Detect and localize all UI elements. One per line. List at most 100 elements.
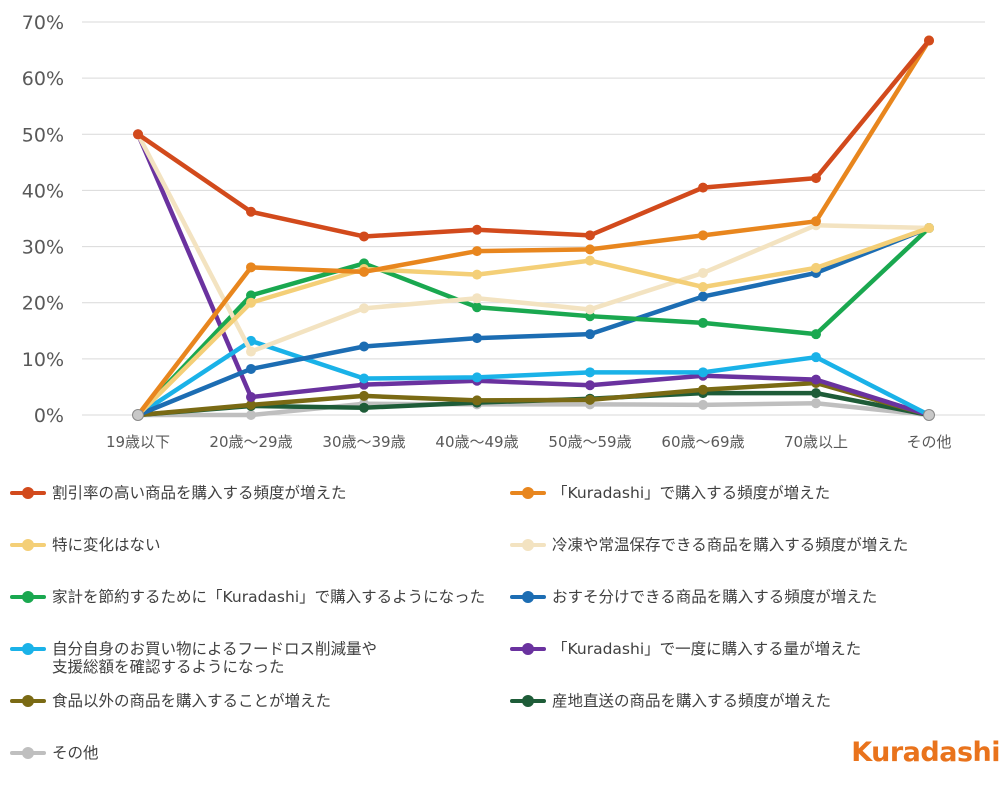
legend-label: おすそ分けできる商品を購入する頻度が増えた: [552, 588, 878, 606]
x-tick-label: 30歳～39歳: [322, 433, 405, 451]
legend-swatch: [8, 590, 48, 604]
data-point: [133, 129, 143, 140]
x-tick-label: 40歳～49歳: [435, 433, 518, 451]
data-point: [246, 392, 256, 403]
data-point: [472, 293, 482, 304]
data-point: [811, 173, 821, 184]
data-point: [132, 409, 144, 421]
data-point: [359, 266, 369, 277]
data-point: [585, 304, 595, 315]
legend-label: 「Kuradashi」で一度に購入する量が増えた: [552, 640, 862, 658]
legend-label: その他: [52, 744, 99, 762]
data-point: [698, 281, 708, 292]
y-tick-label: 30%: [22, 237, 64, 259]
data-point: [924, 223, 934, 234]
data-point: [811, 329, 821, 340]
data-point: [585, 244, 595, 255]
series-path: [135, 132, 932, 354]
data-point: [246, 290, 256, 301]
y-tick-label: 70%: [22, 12, 64, 34]
legend-item: 自分自身のお買い物によるフードロス削減量や 支援総額を確認するようになった: [8, 640, 377, 676]
legend-label: 産地直送の商品を購入する頻度が増えた: [552, 692, 832, 710]
legend-label: 自分自身のお買い物によるフードロス削減量や 支援総額を確認するようになった: [52, 640, 378, 676]
series-line: [133, 129, 934, 357]
legend-label: 割引率の高い商品を購入する頻度が増えた: [52, 484, 347, 502]
data-point: [698, 267, 708, 278]
series-path: [135, 225, 932, 418]
x-tick-label: その他: [906, 433, 951, 451]
y-tick-label: 20%: [22, 293, 64, 315]
x-tick-label: 50歳～59歳: [548, 433, 631, 451]
legend-item: 割引率の高い商品を購入する頻度が増えた: [8, 484, 347, 502]
legend-swatch: [508, 642, 548, 656]
data-point: [698, 291, 708, 302]
x-tick-label: 19歳以下: [106, 433, 170, 451]
data-point: [923, 409, 935, 421]
data-point: [359, 341, 369, 352]
x-tick-label: 60歳～69歳: [661, 433, 744, 451]
data-point: [698, 182, 708, 193]
data-point: [698, 367, 708, 378]
data-point: [359, 303, 369, 314]
data-point: [811, 398, 821, 409]
legend-label: 「Kuradashi」で購入する頻度が増えた: [552, 484, 831, 502]
data-point: [246, 346, 256, 357]
y-tick-label: 60%: [22, 68, 64, 90]
legend-item: 「Kuradashi」で一度に購入する量が増えた: [508, 640, 861, 658]
legend-swatch: [8, 746, 48, 760]
data-point: [811, 388, 821, 399]
series-lines: [132, 35, 935, 421]
data-point: [472, 372, 482, 383]
x-tick-label: 70歳以上: [784, 433, 848, 451]
data-point: [585, 367, 595, 378]
series-path: [135, 380, 932, 418]
kuradashi-logo: Kuradashi: [851, 737, 1000, 768]
data-point: [811, 352, 821, 363]
legend-item: 産地直送の商品を購入する頻度が増えた: [508, 692, 831, 710]
legend-item: 食品以外の商品を購入することが増えた: [8, 692, 331, 710]
data-point: [585, 394, 595, 405]
data-point: [359, 390, 369, 401]
legend-label: 食品以外の商品を購入することが増えた: [52, 692, 332, 710]
data-point: [698, 317, 708, 328]
data-point: [585, 230, 595, 241]
legend-swatch: [508, 486, 548, 500]
data-point: [811, 262, 821, 273]
series-path: [135, 38, 932, 418]
data-point: [811, 374, 821, 385]
data-point: [698, 399, 708, 410]
y-tick-label: 50%: [22, 124, 64, 146]
series-path: [135, 132, 932, 418]
legend-swatch: [508, 590, 548, 604]
data-point: [472, 269, 482, 280]
y-tick-label: 40%: [22, 180, 64, 202]
data-point: [246, 399, 256, 410]
data-point: [811, 216, 821, 227]
legend: 割引率の高い商品を購入する頻度が増えた 「Kuradashi」で購入する頻度が増え…: [0, 470, 1004, 770]
series-path: [135, 225, 932, 418]
series-path: [135, 225, 932, 418]
data-point: [472, 224, 482, 235]
series-path: [135, 400, 932, 418]
data-point: [472, 302, 482, 313]
x-axis-ticks: 19歳以下 20歳～29歳 30歳～39歳 40歳～49歳 50歳～59歳 60歳～69歳…: [106, 433, 952, 451]
x-tick-label: 20歳～29歳: [209, 433, 292, 451]
legend-swatch: [508, 538, 548, 552]
data-point: [246, 363, 256, 374]
legend-swatch: [8, 642, 48, 656]
legend-label: 家計を節約するために「Kuradashi」で購入するようになった: [52, 588, 486, 606]
y-tick-label: 0%: [34, 405, 64, 427]
data-point: [246, 262, 256, 273]
series-path: [135, 338, 932, 418]
legend-swatch: [8, 538, 48, 552]
data-point: [585, 329, 595, 340]
data-point: [246, 206, 256, 217]
legend-label: 特に変化はない: [52, 536, 161, 554]
data-point: [585, 255, 595, 266]
gridlines: [82, 21, 985, 416]
legend-item: 特に変化はない: [8, 536, 161, 554]
data-point: [472, 246, 482, 257]
legend-item: おすそ分けできる商品を購入する頻度が増えた: [508, 588, 877, 606]
legend-item: 「Kuradashi」で購入する頻度が増えた: [508, 484, 830, 502]
legend-swatch: [508, 694, 548, 708]
